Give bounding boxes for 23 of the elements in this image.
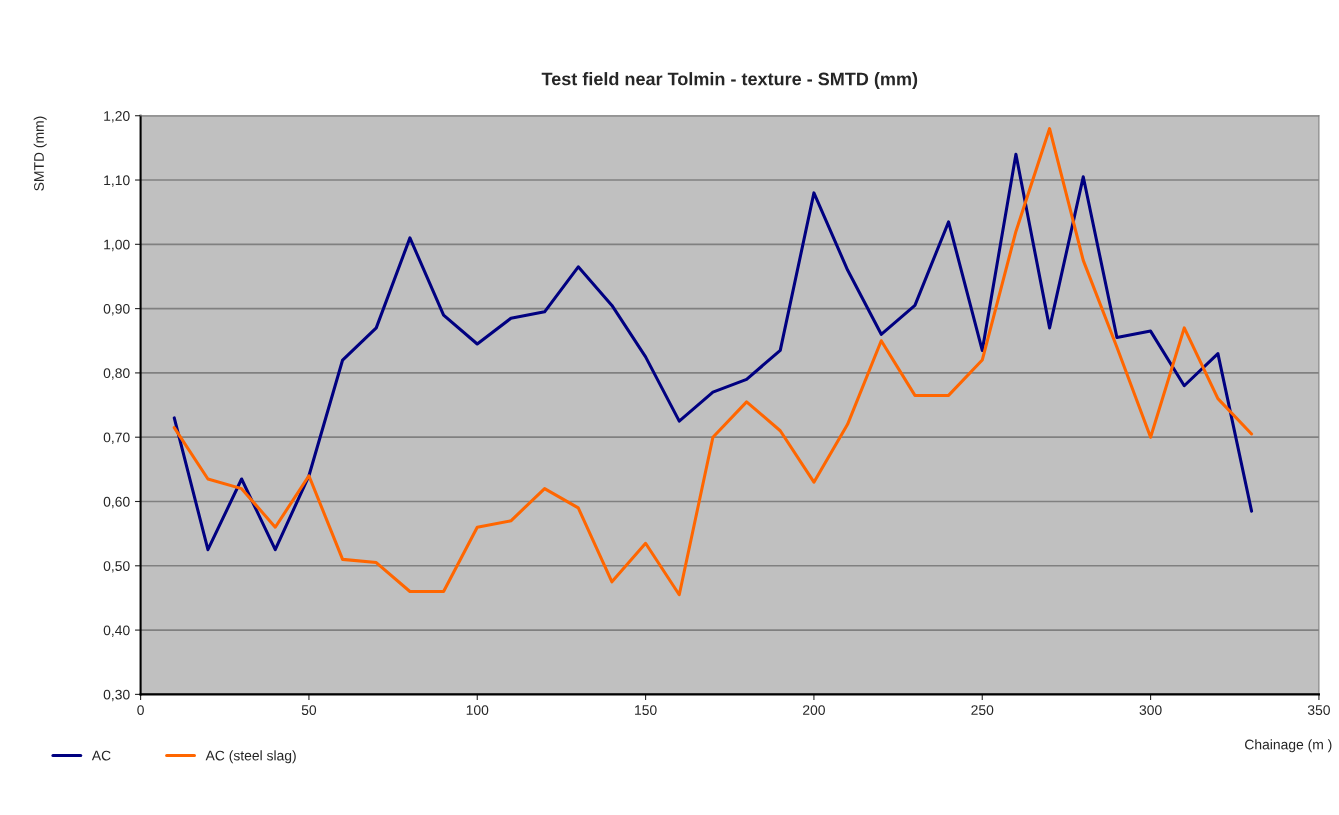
x-tick-label: 0 <box>137 705 144 715</box>
x-tick-label: 350 <box>1307 705 1330 715</box>
x-tick-label: 300 <box>1139 705 1162 715</box>
x-tick-label: 250 <box>971 705 994 715</box>
x-axis-title: Chainage (m ) <box>1245 739 1332 753</box>
y-tick-label: 1,00 <box>104 239 130 252</box>
legend-label: AC (steel slag) <box>205 750 296 764</box>
y-tick-label: 0,80 <box>103 368 130 380</box>
y-tick-label: 1,20 <box>104 111 130 123</box>
y-tick-label: 0,40 <box>103 625 130 637</box>
y-tick-label: 0,60 <box>103 496 130 509</box>
x-tick-label: 200 <box>803 705 825 715</box>
y-axis-title: SMTD (mm) <box>33 116 47 191</box>
y-tick-label: 0,90 <box>103 303 130 316</box>
x-tick-label: 150 <box>635 705 657 715</box>
y-tick-label: 0,30 <box>103 689 130 702</box>
x-tick-label: 50 <box>301 705 317 715</box>
legend-label: AC <box>91 750 111 761</box>
x-tick-label: 100 <box>466 705 489 715</box>
y-tick-label: 1,10 <box>104 175 130 187</box>
chart-title: Test field near Tolmin - texture - SMTD (mm) <box>541 72 918 89</box>
y-tick-label: 0,50 <box>103 561 130 573</box>
y-tick-label: 0,70 <box>103 432 130 445</box>
